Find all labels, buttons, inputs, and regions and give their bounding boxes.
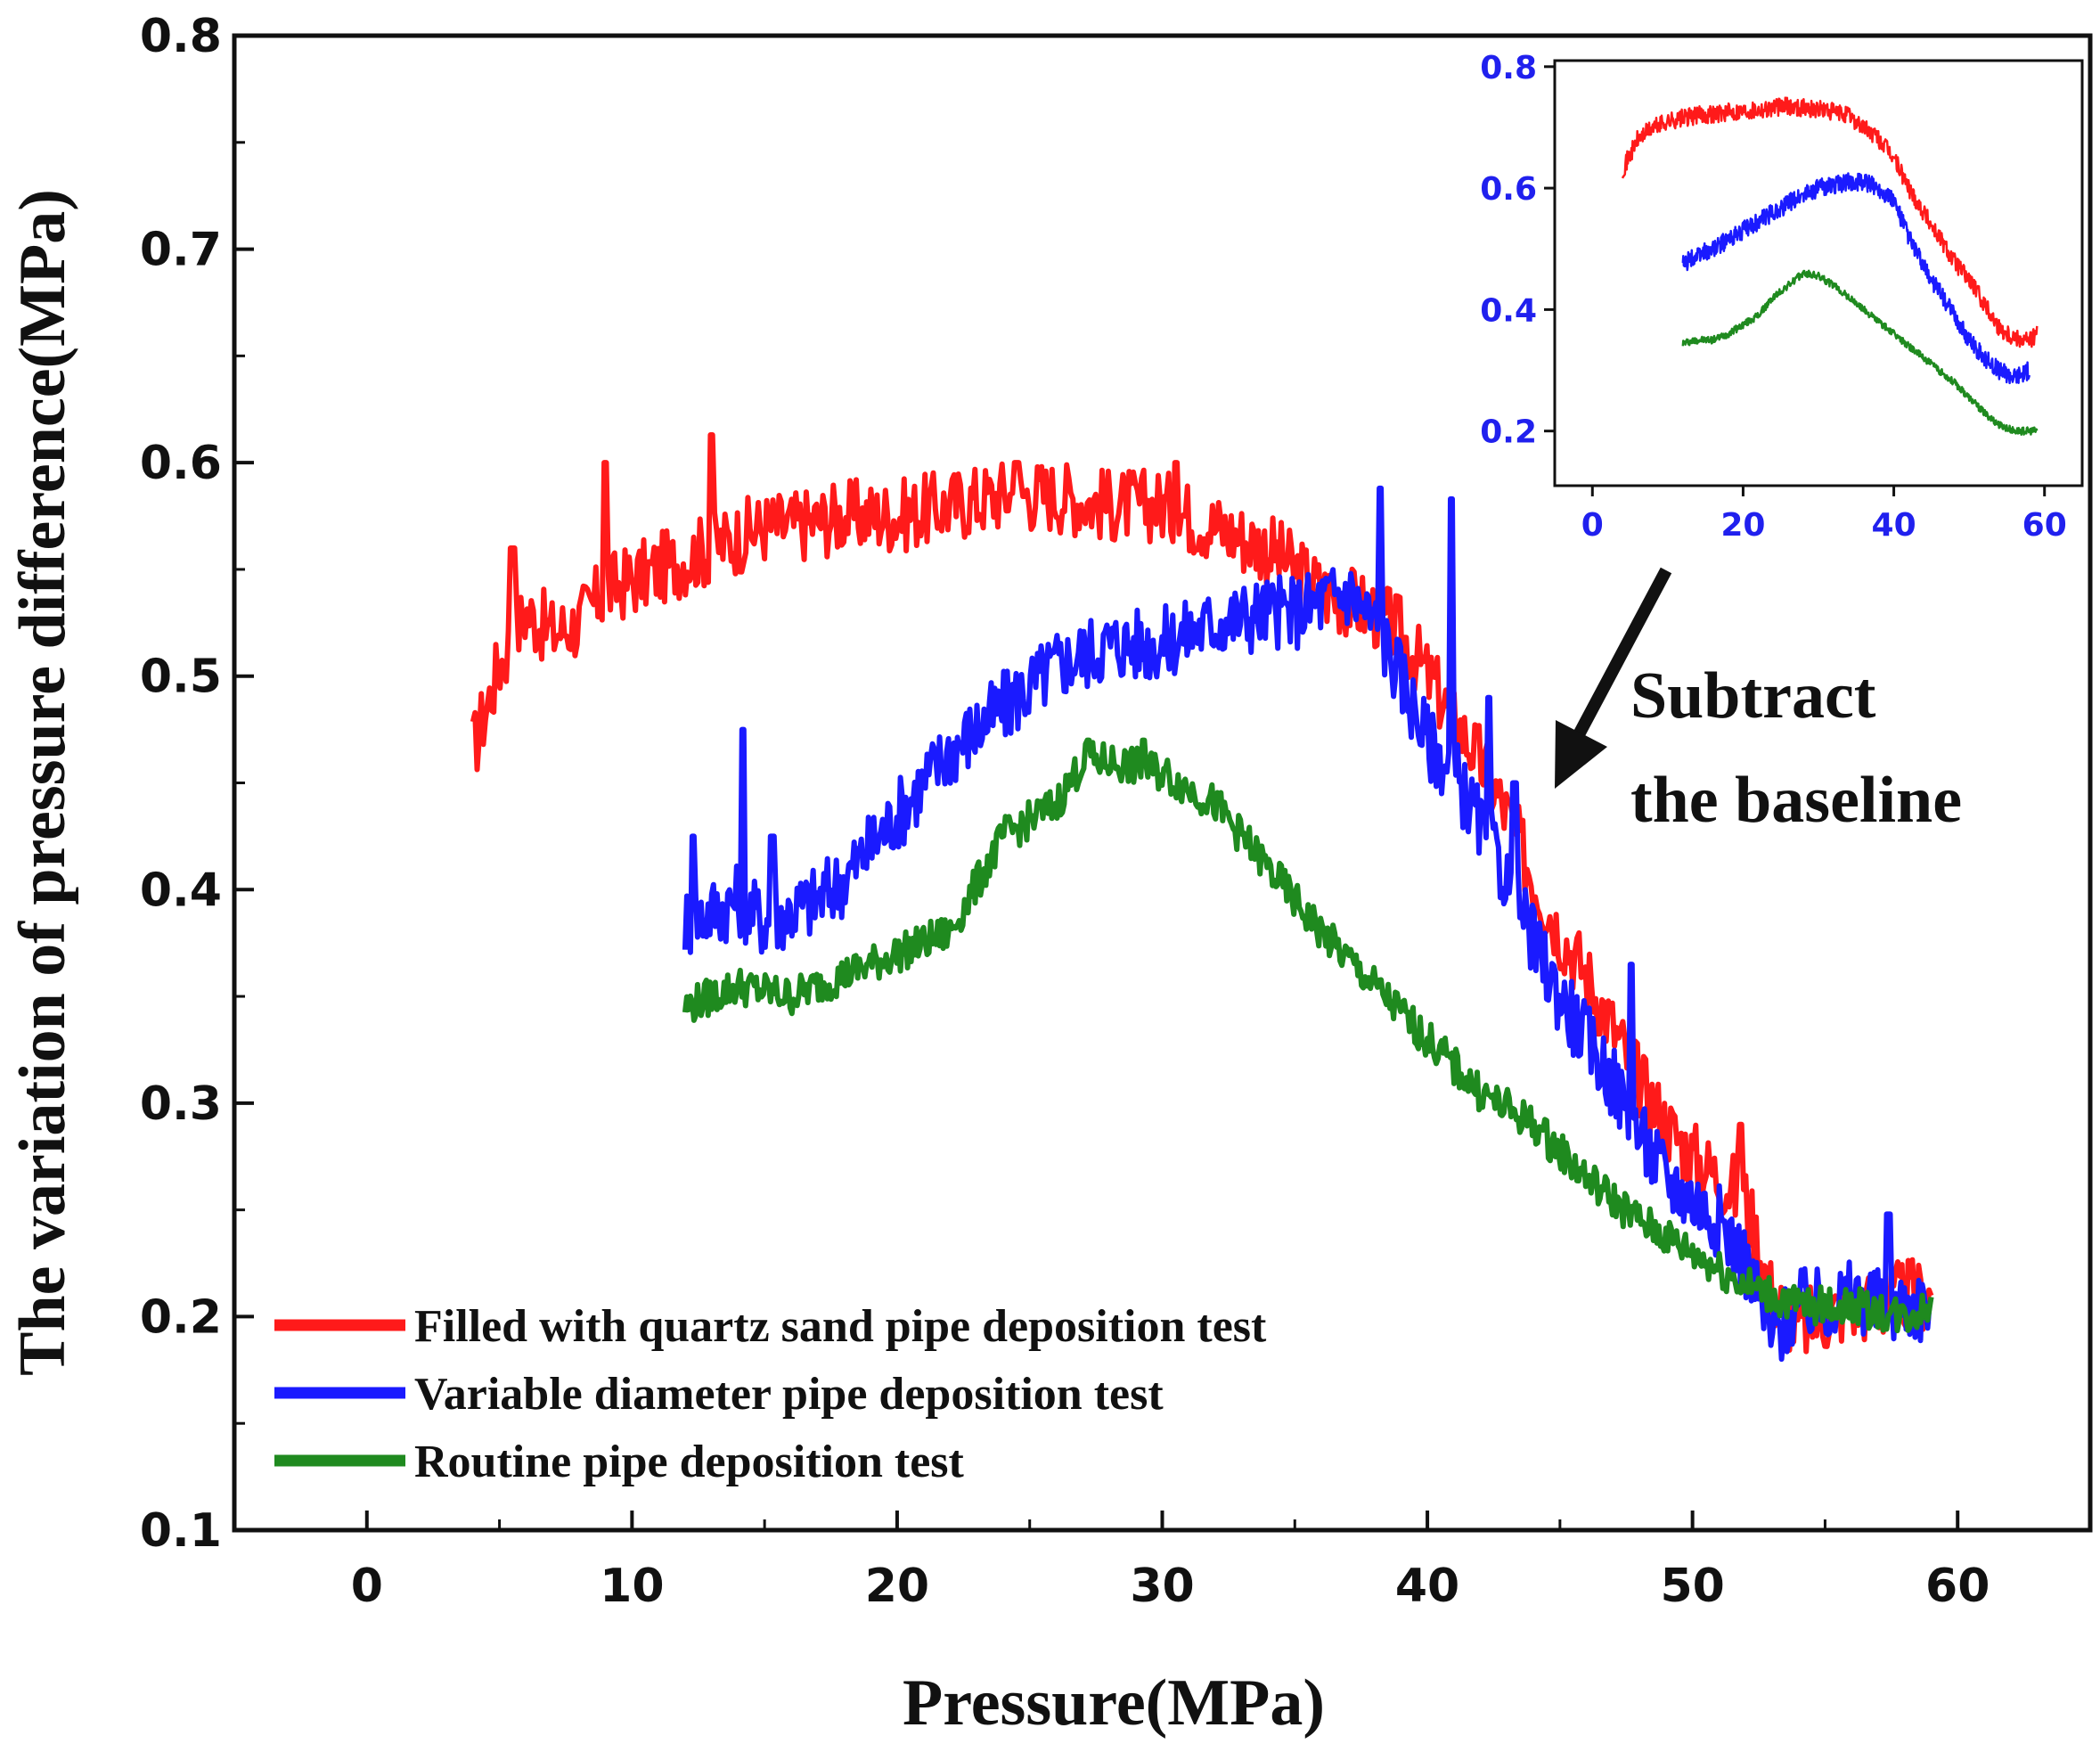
inset-x-tick-label: 40 — [1872, 507, 1916, 544]
inset-x-tick-label: 0 — [1581, 507, 1604, 544]
inset-y-tick-label: 0.8 — [1480, 50, 1537, 86]
inset-plot-frame — [1553, 59, 2084, 487]
y-tick-label: 0.5 — [140, 651, 222, 704]
x-tick-label: 10 — [600, 1560, 664, 1613]
y-tick-label: 0.1 — [140, 1504, 222, 1558]
inset-series-routine-pipe-deposition-test — [1681, 269, 2039, 436]
legend-label-routine: Routine pipe deposition test — [414, 1437, 965, 1487]
legend-label-variable: Variable diameter pipe deposition test — [414, 1369, 1164, 1420]
annotation-line2: the baseline — [1630, 764, 1962, 837]
inset-y-tick-label: 0.2 — [1480, 414, 1537, 451]
y-tick-label: 0.3 — [140, 1077, 222, 1131]
inset-series-variable-diameter-pipe-deposition-test — [1681, 172, 2031, 385]
y-tick-label: 0.6 — [140, 437, 222, 490]
inset-y-tick-label: 0.6 — [1480, 171, 1537, 208]
y-axis-title: The variation of pressure difference(MPa… — [6, 189, 79, 1376]
arrow-head — [1555, 720, 1607, 789]
inset-series-filled-with-quartz-sand-pipe-deposition-test — [1621, 96, 2039, 348]
x-tick-label: 60 — [1925, 1560, 1990, 1613]
legend-label-quartz: Filled with quartz sand pipe deposition … — [414, 1301, 1267, 1352]
annotation-line1: Subtract — [1630, 659, 1876, 733]
inset-y-tick-label: 0.4 — [1480, 292, 1537, 329]
y-tick-label: 0.4 — [140, 864, 222, 917]
x-tick-label: 0 — [351, 1560, 383, 1613]
y-tick-label: 0.2 — [140, 1290, 222, 1344]
subtract-arrow — [1555, 567, 1672, 789]
inset-x-tick-label: 60 — [2022, 507, 2067, 544]
x-tick-label: 30 — [1130, 1560, 1194, 1613]
main-series-filled-with-quartz-sand-pipe-deposition-test — [470, 432, 1934, 1355]
y-tick-label: 0.7 — [140, 224, 222, 277]
inset-x-tick-label: 20 — [1720, 507, 1765, 544]
x-tick-label: 50 — [1660, 1560, 1724, 1613]
x-tick-label: 20 — [865, 1560, 929, 1613]
legend: Filled with quartz sand pipe deposition … — [274, 1301, 1267, 1487]
main-series-routine-pipe-deposition-test — [682, 737, 1934, 1334]
x-tick-label: 40 — [1395, 1560, 1459, 1613]
main-series-variable-diameter-pipe-deposition-test — [682, 485, 1934, 1363]
y-tick-label: 0.8 — [140, 10, 222, 63]
x-axis-title: Pressure(MPa) — [903, 1666, 1325, 1740]
